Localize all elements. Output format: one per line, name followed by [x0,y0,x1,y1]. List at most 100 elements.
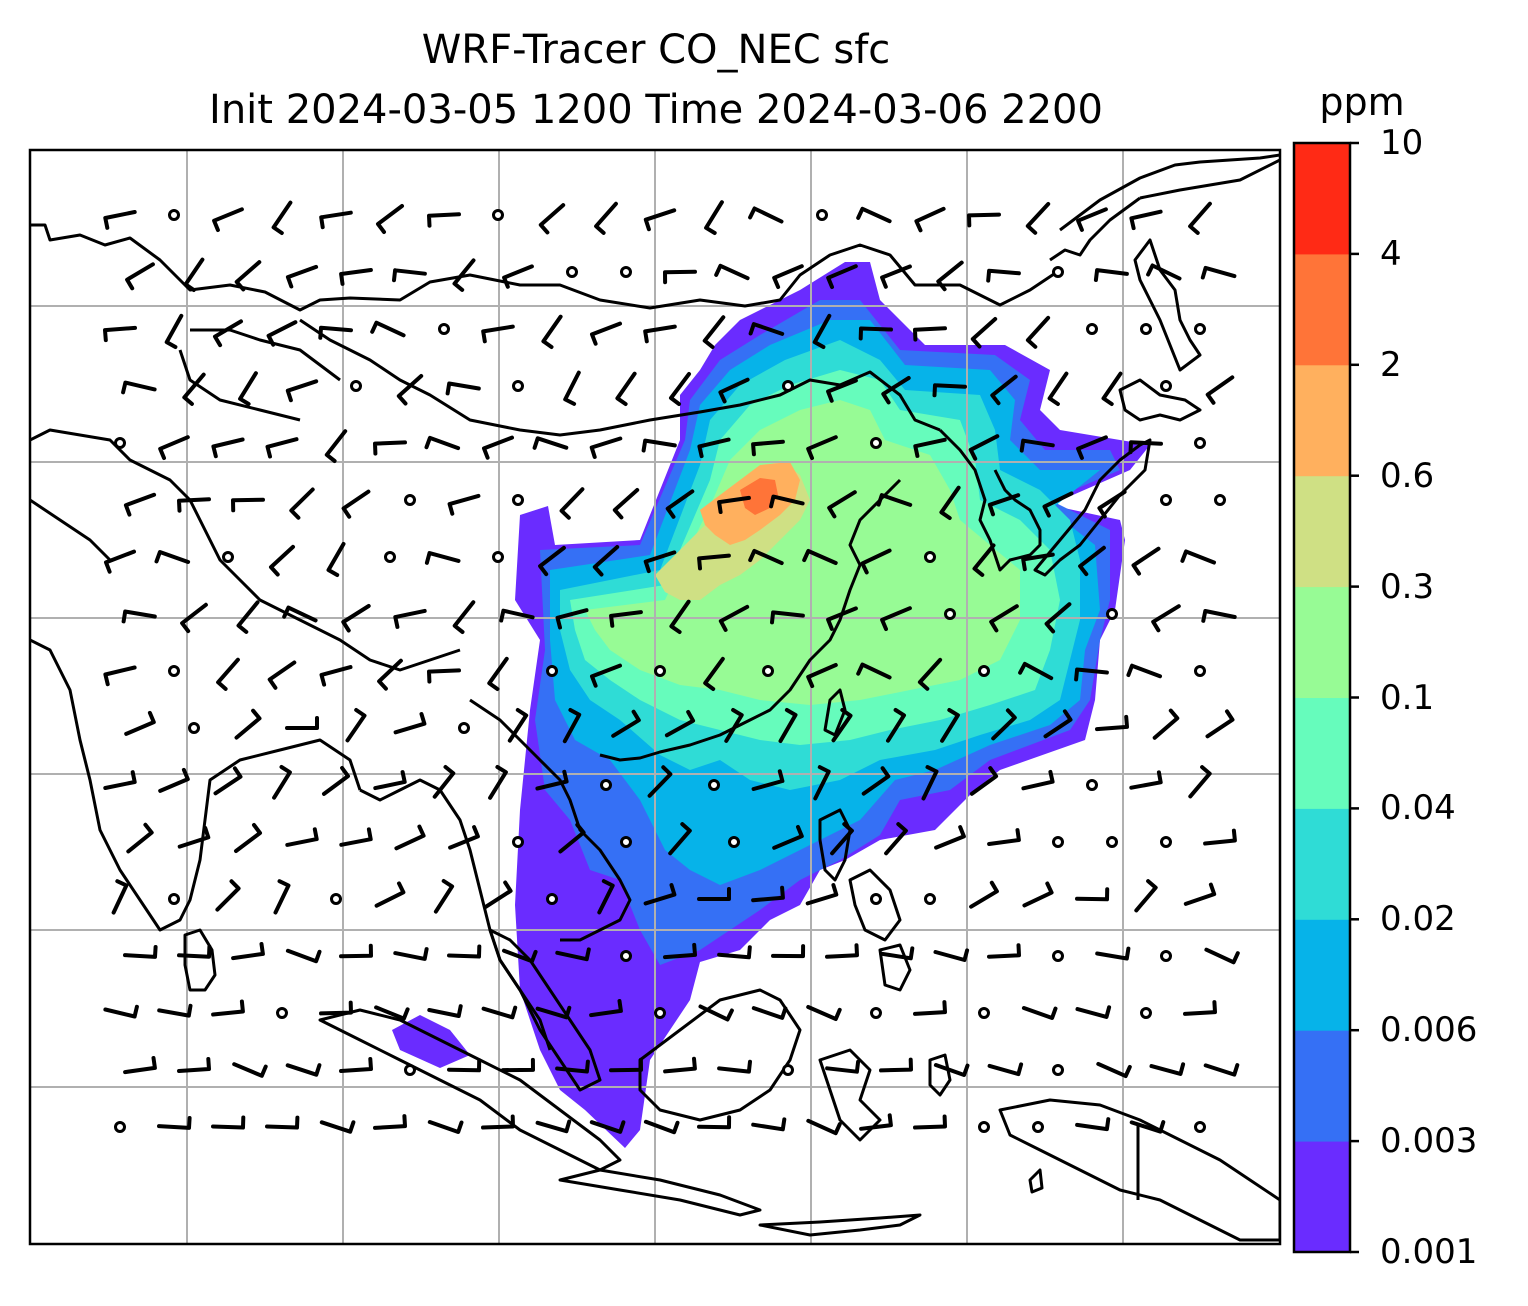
wind-barb [663,269,697,285]
wind-barb [987,1062,1024,1077]
calm-wind-marker [1052,836,1064,848]
wind-barb [748,548,784,566]
wind-barb [703,656,725,691]
wind-barb [987,493,1021,517]
wind-barb [483,880,513,910]
wind-barb [282,605,318,623]
wind-barb [1203,828,1237,846]
colorbar-segment [1294,1141,1350,1253]
wind-barb [502,948,538,964]
calm-wind-marker [782,1064,794,1076]
calm-wind-marker [978,1007,990,1019]
wind-barb [267,660,297,690]
wind-barb [285,264,319,289]
colorbar-tick-label: 0.04 [1380,788,1456,829]
wind-barb [177,497,211,513]
wind-barb [535,1119,572,1134]
wind-barb [273,879,291,915]
wind-barb [211,999,245,1017]
wind-barb [592,545,620,577]
calm-wind-marker [546,893,558,905]
wind-barb [289,487,315,520]
wind-barb [432,765,456,799]
wind-barb [805,883,839,906]
wind-barb [934,825,966,850]
wind-barb [987,828,1021,846]
calm-wind-marker [978,1121,990,1133]
wind-barb [339,943,373,959]
wind-barb [1183,1000,1217,1016]
wind-barb [285,948,322,964]
wind-barb [940,708,960,743]
wind-barb [374,1005,410,1021]
colorbar-tick-label: 0.3 [1380,566,1435,607]
wind-barb [858,326,893,341]
wind-barb [718,377,750,404]
wind-barb [1205,375,1235,405]
wind-barb [668,822,692,856]
wind-barb [609,610,643,628]
wind-barb [1129,1120,1166,1134]
wind-barb [778,708,798,743]
wind-barb [339,268,373,286]
wind-barb [370,320,406,338]
wind-barb [913,1114,947,1130]
wind-barb [968,434,1000,461]
wind-barb [886,708,906,743]
map-gridlines [30,150,1280,1244]
colorbar-tick-label: 0.003 [1380,1121,1478,1162]
wind-barb [324,429,348,463]
wind-barb [123,492,157,517]
calm-wind-marker [1194,665,1206,677]
wind-barb [373,1114,407,1130]
wind-barb [1128,440,1163,455]
wind-barb [535,769,569,791]
wind-barb [669,372,691,406]
wind-barb [183,257,205,292]
colorbar-segment [1294,586,1350,698]
calm-wind-marker [512,836,524,848]
wind-barb [772,825,804,850]
wind-barb [1180,549,1216,565]
wind-barb [319,665,353,687]
wind-barb [123,1056,157,1075]
wind-barb [933,948,970,962]
wind-barb [124,710,156,736]
wind-barb [376,204,404,234]
wind-barb [393,947,429,961]
wind-barb [393,608,427,629]
wind-barb [861,766,891,796]
wind-barb [594,201,618,235]
wind-barb [718,604,750,632]
wind-barb [751,769,785,791]
calm-wind-marker [1160,836,1172,848]
calm-wind-marker [168,893,180,905]
colorbar-tick-label: 0.006 [1380,1010,1478,1051]
calm-wind-marker [1052,1064,1064,1076]
wind-barb [232,1062,268,1078]
wind-barb [1134,879,1158,913]
calm-wind-marker [1194,1121,1206,1133]
calm-wind-marker [924,551,936,563]
wind-barb [1095,714,1129,732]
calm-wind-marker [620,950,632,962]
wind-barb [103,665,137,687]
wind-barb [880,606,912,631]
colorbar-tick-label: 0.001 [1380,1232,1478,1272]
wind-barb [448,825,480,850]
wind-barb [103,325,137,343]
colorbar-segment [1294,1030,1350,1142]
wind-barb [826,606,858,631]
wind-barb [612,488,640,520]
wind-barb [991,708,1017,741]
wind-barb [238,371,258,406]
wind-barb [697,887,731,901]
calm-wind-marker [1052,950,1064,962]
wind-barb [859,1113,893,1131]
wind-barb [939,485,961,520]
wind-barb [748,206,784,224]
wind-barb [158,435,190,460]
wind-barb [121,609,157,624]
wind-barb [234,708,262,740]
